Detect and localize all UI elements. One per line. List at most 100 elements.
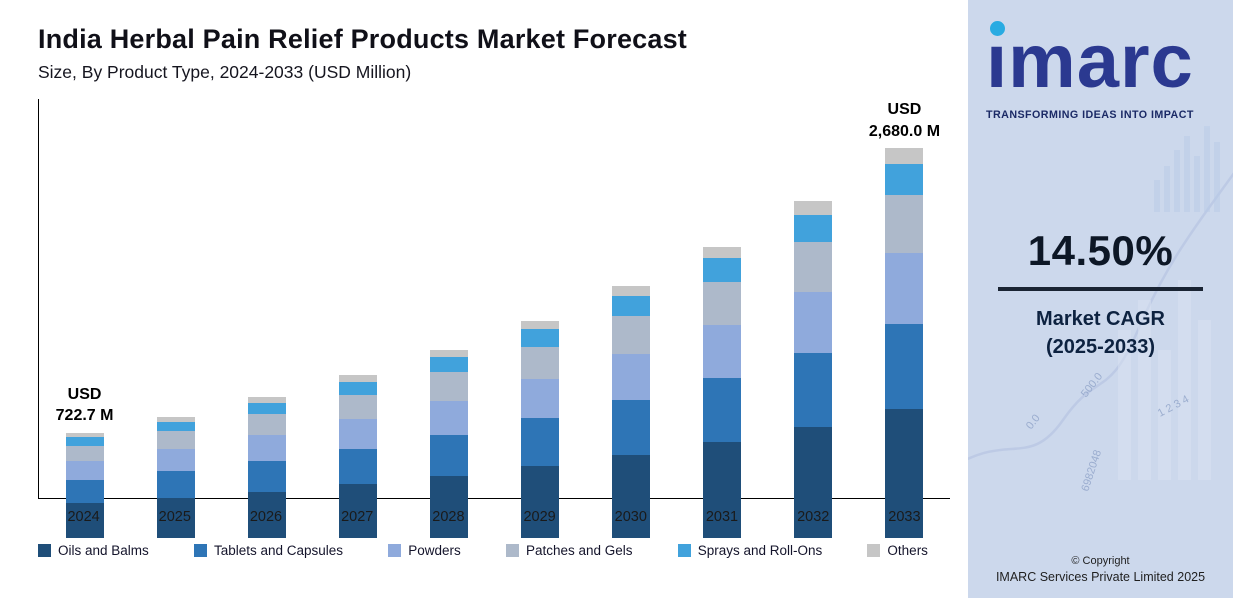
- segment-patches-and-gels-2031: [703, 281, 742, 326]
- watermark-columns: [1118, 280, 1211, 480]
- bar-group-2028: [403, 99, 494, 539]
- segment-powders-2033: [885, 253, 924, 324]
- segment-patches-and-gels-2029: [521, 346, 560, 380]
- annotation-line1-2024: USD: [67, 385, 102, 403]
- legend-swatch-patches-and-gels: [505, 544, 519, 557]
- watermark-trend-line: [968, 172, 1233, 461]
- x-label-2030: 2030: [614, 509, 647, 525]
- annotation-line1-2033: USD: [887, 101, 922, 118]
- segment-others-2026: [247, 397, 286, 404]
- legend: Oils and Balms Tablets and Capsules Powder…: [38, 543, 950, 558]
- imarc-logo: ımarc TRANSFORMING IDEAS INTO IMPACT: [986, 12, 1215, 121]
- cagr-label-line1: Market CAGR: [1036, 307, 1165, 330]
- segment-powders-2027: [338, 419, 377, 449]
- panel-content: ımarc TRANSFORMING IDEAS INTO IMPACT 14.…: [968, 0, 1233, 598]
- segment-sprays-and-roll-ons-2024: [65, 437, 104, 446]
- cagr-label-line2: (2025-2033): [1046, 335, 1155, 358]
- x-label-2026: 2026: [249, 509, 283, 525]
- segment-others-2030: [612, 286, 651, 297]
- bar-group-2030: [586, 99, 677, 539]
- segment-sprays-and-roll-ons-2028: [429, 357, 468, 373]
- stacked-bar-2033: [885, 148, 924, 539]
- chart-subtitle: Size, By Product Type, 2024-2033 (USD Mi…: [38, 62, 412, 82]
- segment-tablets-and-capsules-2024: [65, 480, 104, 504]
- plot-area: USD 722.7 M USD 2,680.0 M: [38, 99, 950, 539]
- segment-others-2028: [429, 349, 468, 358]
- stacked-bar-2025: [156, 416, 195, 539]
- cagr-underline-rule: [998, 287, 1203, 291]
- bar-group-2031: [677, 99, 768, 539]
- segment-others-2029: [521, 320, 560, 330]
- segment-others-2024: [65, 433, 104, 438]
- cagr-value: 14.50%: [1027, 227, 1174, 274]
- value-annotation-2033: USD 2,680.0 M: [869, 99, 940, 142]
- cagr-label: Market CAGR (2025-2033): [986, 305, 1215, 361]
- segment-oils-and-balms-2031: [703, 441, 742, 539]
- x-label-2028: 2028: [432, 509, 465, 525]
- x-label-2025: 2025: [158, 509, 191, 525]
- segment-oils-and-balms-2026: [247, 491, 286, 539]
- legend-swatch-powders: [388, 544, 402, 557]
- bar-group-2026: [221, 99, 312, 539]
- legend-label-powders: Powders: [408, 543, 461, 558]
- imarc-logo-i-dot: [990, 21, 1005, 36]
- x-label-2031: 2031: [705, 509, 739, 525]
- stacked-bar-2024: [65, 433, 104, 539]
- legend-item-patches-and-gels: Patches and Gels: [505, 543, 633, 558]
- stacked-bar-2030: [612, 286, 651, 539]
- stacked-bar-2027: [338, 375, 377, 539]
- cagr-block: 14.50% Market CAGR (2025-2033): [986, 227, 1215, 361]
- segment-oils-and-balms-2027: [338, 484, 377, 539]
- legend-swatch-sprays-and-roll-ons: [677, 544, 691, 557]
- legend-swatch-oils-and-balms: [38, 544, 51, 557]
- stacked-bar-2026: [247, 397, 286, 539]
- segment-powders-2029: [521, 379, 560, 419]
- segment-oils-and-balms-2029: [521, 466, 560, 539]
- segment-others-2032: [794, 201, 833, 215]
- segment-tablets-and-capsules-2025: [156, 471, 195, 498]
- segment-sprays-and-roll-ons-2030: [612, 296, 651, 317]
- x-label-2029: 2029: [523, 509, 556, 525]
- segment-patches-and-gels-2028: [429, 372, 468, 401]
- legend-item-others: Others: [867, 543, 928, 558]
- segment-oils-and-balms-2032: [794, 426, 833, 539]
- bar-group-2027: [312, 99, 403, 539]
- bar-group-2033: USD 2,680.0 M: [859, 99, 950, 539]
- segment-patches-and-gels-2033: [885, 194, 924, 254]
- stacked-bar-2031: [703, 246, 742, 539]
- x-label-2032: 2032: [797, 509, 830, 525]
- segment-powders-2024: [65, 461, 104, 481]
- segment-tablets-and-capsules-2032: [794, 352, 833, 427]
- segment-patches-and-gels-2027: [338, 394, 377, 420]
- segment-tablets-and-capsules-2027: [338, 448, 377, 485]
- watermark-mini-bars: [1154, 126, 1220, 212]
- segment-tablets-and-capsules-2028: [429, 434, 468, 476]
- segment-others-2025: [156, 416, 195, 422]
- legend-label-others: Others: [887, 543, 928, 558]
- segment-tablets-and-capsules-2026: [247, 460, 286, 492]
- copyright-line1: © Copyright: [1071, 555, 1130, 567]
- copyright: © Copyright IMARC Services Private Limit…: [968, 555, 1233, 584]
- segment-patches-and-gels-2032: [794, 241, 833, 293]
- segment-tablets-and-capsules-2030: [612, 399, 651, 455]
- x-label-2027: 2027: [341, 509, 374, 525]
- segment-powders-2028: [429, 400, 468, 435]
- legend-item-oils-and-balms: Oils and Balms: [38, 543, 149, 558]
- segment-patches-and-gels-2024: [65, 445, 104, 462]
- segment-oils-and-balms-2030: [612, 454, 651, 539]
- copyright-line2: IMARC Services Private Limited 2025: [995, 570, 1206, 584]
- segment-oils-and-balms-2033: [885, 409, 924, 539]
- segment-sprays-and-roll-ons-2031: [703, 258, 742, 282]
- x-axis-labels: 2024 2025 2026 2027 2028 2029 2030 2031 2032 2033: [38, 499, 950, 525]
- segment-powders-2032: [794, 292, 833, 353]
- segment-others-2031: [703, 246, 742, 259]
- bar-group-2024: USD 722.7 M: [39, 99, 130, 539]
- segment-sprays-and-roll-ons-2033: [885, 163, 924, 195]
- legend-label-oils-and-balms: Oils and Balms: [58, 543, 149, 558]
- right-panel: 500.0 0.0 1 2 3 4 6982048 ımarc TRANSFORMIN…: [968, 0, 1233, 598]
- legend-item-tablets-and-capsules: Tablets and Capsules: [193, 543, 343, 558]
- legend-item-powders: Powders: [388, 543, 461, 558]
- segment-powders-2031: [703, 325, 742, 378]
- x-label-2033: 2033: [888, 509, 921, 525]
- segment-patches-and-gels-2030: [612, 316, 651, 355]
